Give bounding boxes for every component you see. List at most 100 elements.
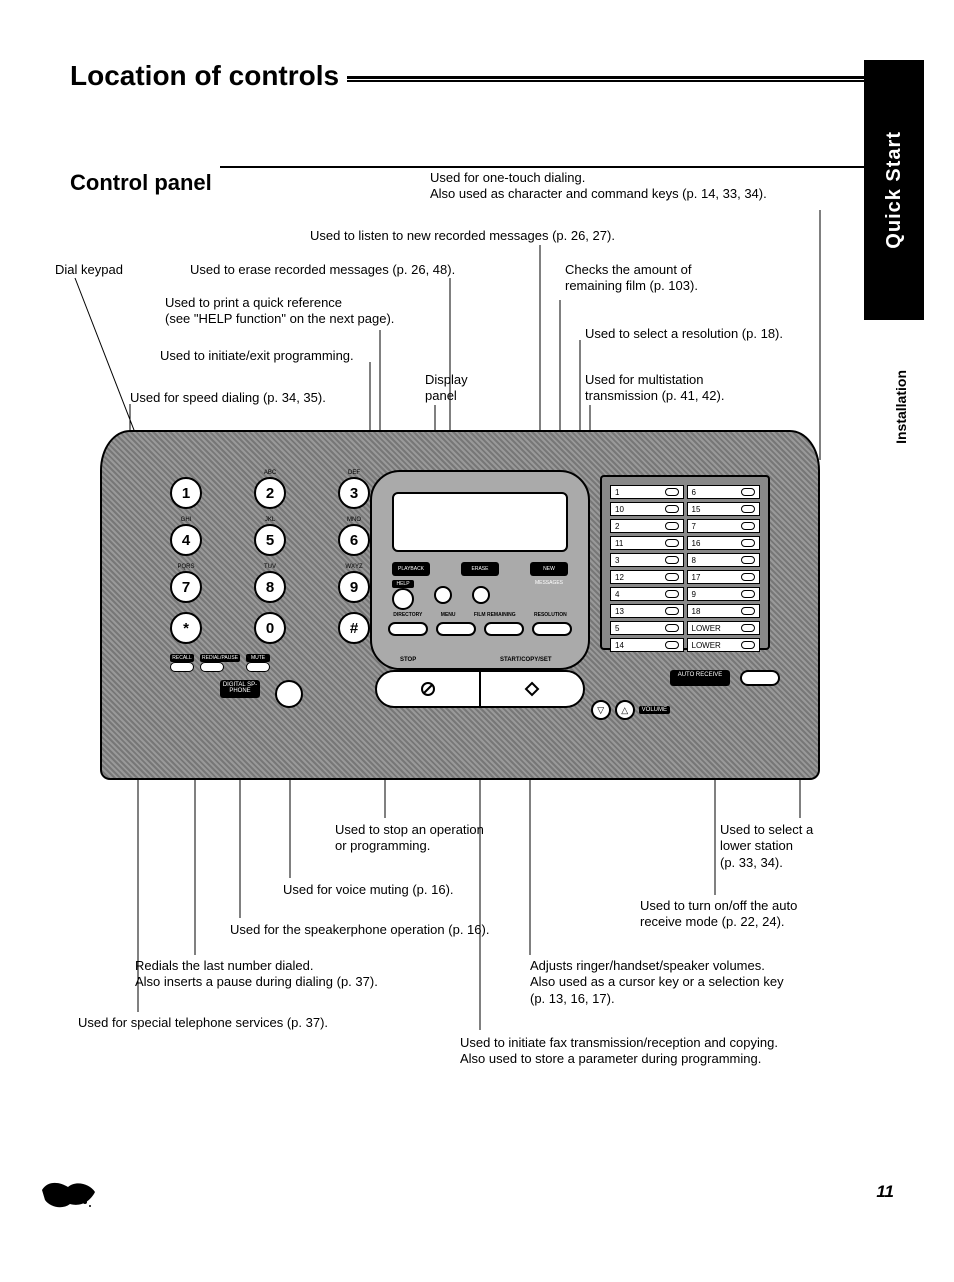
one-touch-key-16[interactable]: 16 (687, 536, 761, 550)
keypad-key-3[interactable]: 3 (338, 477, 370, 509)
one-touch-key-11[interactable]: 11 (610, 536, 684, 550)
mute-button[interactable] (246, 662, 270, 672)
one-touch-key-6[interactable]: 6 (687, 485, 761, 499)
menu-label: MENU (441, 612, 456, 618)
page-title: Location of controls (70, 60, 339, 92)
callout-auto-receive: Used to turn on/off the auto receive mod… (640, 898, 797, 931)
callout-one-touch: Used for one-touch dialing. Also used as… (430, 170, 767, 203)
keypad-key-4[interactable]: 4 (170, 524, 202, 556)
one-touch-key-18[interactable]: 18 (687, 604, 761, 618)
auto-receive-label: AUTO RECEIVE (670, 670, 730, 686)
title-rule (347, 76, 914, 82)
stop-start-bar (375, 670, 585, 708)
callout-help: Used to print a quick reference (see "HE… (165, 295, 394, 328)
stop-label: STOP (400, 657, 416, 663)
volume-controls: ▽ △ VOLUME (591, 700, 670, 720)
one-touch-key-3[interactable]: 3 (610, 553, 684, 567)
section-subtitle: Control panel (70, 170, 212, 196)
dial-keypad: ABCDEF123GHIJKLMNO456PQRSTUVWXYZ789*0# (170, 470, 370, 650)
callout-lower: Used to select a lower station (p. 33, 3… (720, 822, 813, 871)
callout-speakerphone: Used for the speakerphone operation (p. … (230, 922, 489, 938)
digital-sp-phone-label: DIGITAL SP-PHONE (220, 680, 260, 698)
stop-button[interactable] (377, 672, 479, 706)
keypad-key-0[interactable]: 0 (254, 612, 286, 644)
keypad-key-6[interactable]: 6 (338, 524, 370, 556)
one-touch-key-15[interactable]: 15 (687, 502, 761, 516)
film-remaining-button[interactable] (484, 622, 524, 636)
recall-label: RECALL (170, 654, 194, 662)
erase-button[interactable] (434, 586, 452, 604)
callout-stop: Used to stop an operation or programming… (335, 822, 484, 855)
one-touch-key-1[interactable]: 1 (610, 485, 684, 499)
keypad-key-#[interactable]: # (338, 612, 370, 644)
redial-pause-button[interactable] (200, 662, 224, 672)
start-copy-set-button[interactable] (481, 672, 583, 706)
help-label: HELP (392, 580, 414, 588)
resolution-label: RESOLUTION (534, 612, 567, 618)
one-touch-key-13[interactable]: 13 (610, 604, 684, 618)
keypad-key-1[interactable]: 1 (170, 477, 202, 509)
control-panel-diagram: ABCDEF123GHIJKLMNO456PQRSTUVWXYZ789*0# R… (100, 420, 820, 780)
playback-button-label: PLAYBACK (392, 562, 430, 576)
callout-multistation: Used for multistation transmission (p. 4… (585, 372, 724, 405)
callout-redial: Redials the last number dialed. Also ins… (135, 958, 378, 991)
display-panel-area: PLAYBACK ERASE NEW MESSAGES HELP DIRECTO… (370, 470, 590, 670)
newmsg-button[interactable] (472, 586, 490, 604)
one-touch-key-12[interactable]: 12 (610, 570, 684, 584)
one-touch-key-8[interactable]: 8 (687, 553, 761, 567)
menu-button[interactable] (436, 622, 476, 636)
directory-label: DIRECTORY (393, 612, 422, 618)
callout-film: Checks the amount of remaining film (p. … (565, 262, 698, 295)
mute-label: MUTE (246, 654, 270, 662)
recall-redial-mute-row: RECALL REDIAL/PAUSE MUTE (170, 654, 270, 672)
volume-label: VOLUME (639, 706, 670, 714)
volume-down-button[interactable]: ▽ (591, 700, 611, 720)
one-touch-key-5[interactable]: 5 (610, 621, 684, 635)
keypad-key-9[interactable]: 9 (338, 571, 370, 603)
callout-start-copy: Used to initiate fax transmission/recept… (460, 1035, 778, 1068)
film-remain-label: FILM REMAINING (474, 612, 516, 618)
speakerphone-button[interactable] (275, 680, 303, 708)
one-touch-key-17[interactable]: 17 (687, 570, 761, 584)
recall-button[interactable] (170, 662, 194, 672)
tab-installation: Installation (893, 370, 909, 444)
callout-dial-keypad: Dial keypad (55, 262, 123, 278)
lcd-display (392, 492, 568, 552)
start-label: START/COPY/SET (500, 657, 552, 663)
callout-program: Used to initiate/exit programming. (160, 348, 354, 364)
start-icon (524, 681, 540, 697)
one-touch-key-2[interactable]: 2 (610, 519, 684, 533)
callout-display: Display panel (425, 372, 468, 405)
keypad-key-*[interactable]: * (170, 612, 202, 644)
callout-recall: Used for special telephone services (p. … (78, 1015, 328, 1031)
one-touch-key-9[interactable]: 9 (687, 587, 761, 601)
one-touch-key-4[interactable]: 4 (610, 587, 684, 601)
erase-button-label: ERASE (461, 562, 499, 576)
one-touch-key-lower[interactable]: LOWER (687, 638, 761, 652)
keypad-key-5[interactable]: 5 (254, 524, 286, 556)
decorative-mark (40, 1172, 100, 1212)
keypad-key-8[interactable]: 8 (254, 571, 286, 603)
one-touch-key-lower[interactable]: LOWER (687, 621, 761, 635)
keypad-key-2[interactable]: 2 (254, 477, 286, 509)
one-touch-dial-area: 1610152711163812174913185LOWER14LOWER (600, 475, 770, 650)
volume-up-button[interactable]: △ (615, 700, 635, 720)
directory-button[interactable] (388, 622, 428, 636)
one-touch-key-14[interactable]: 14 (610, 638, 684, 652)
keypad-key-7[interactable]: 7 (170, 571, 202, 603)
page-number: 11 (876, 1182, 894, 1202)
subtitle-rule (220, 166, 914, 168)
callout-mute: Used for voice muting (p. 16). (283, 882, 454, 898)
one-touch-key-7[interactable]: 7 (687, 519, 761, 533)
newmsg-button-label: NEW MESSAGES (530, 562, 568, 576)
callout-erase: Used to erase recorded messages (p. 26, … (190, 262, 455, 278)
stop-icon (420, 681, 436, 697)
resolution-button[interactable] (532, 622, 572, 636)
callout-listen: Used to listen to new recorded messages … (310, 228, 615, 244)
help-button[interactable] (392, 588, 414, 610)
callout-speed-dial: Used for speed dialing (p. 34, 35). (130, 390, 326, 406)
one-touch-key-10[interactable]: 10 (610, 502, 684, 516)
auto-receive-button[interactable] (740, 670, 780, 686)
callout-volume: Adjusts ringer/handset/speaker volumes. … (530, 958, 784, 1007)
redial-label: REDIAL/PAUSE (200, 654, 240, 662)
